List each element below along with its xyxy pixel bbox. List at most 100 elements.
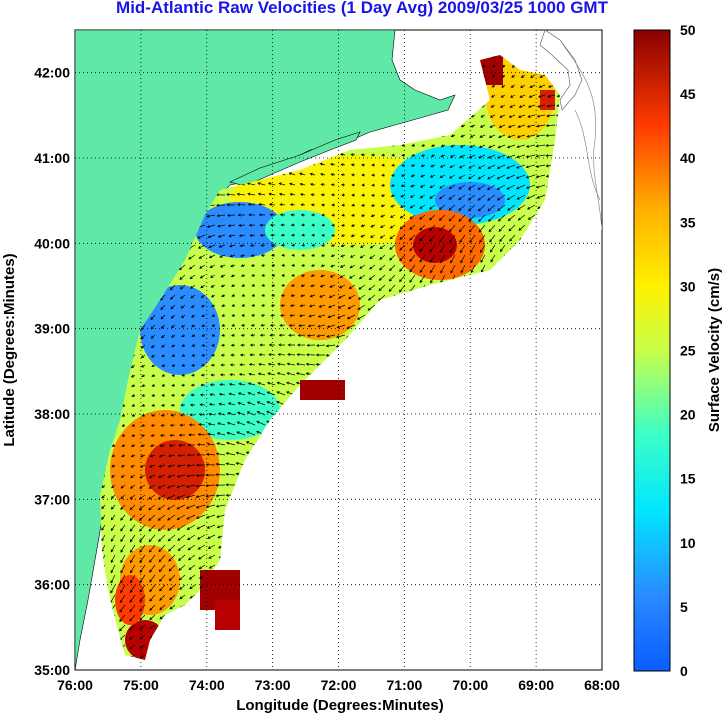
velocity-arrow xyxy=(450,254,456,264)
velocity-arrow xyxy=(527,114,536,118)
velocity-arrow xyxy=(181,373,186,377)
velocity-arrow xyxy=(350,153,356,157)
velocity-arrow xyxy=(510,84,516,88)
velocity-arrow xyxy=(206,514,216,519)
velocity-arrow xyxy=(130,464,136,468)
velocity-arrow xyxy=(160,324,166,329)
velocity-arrow xyxy=(201,363,206,367)
velocity-arrow xyxy=(197,544,206,550)
velocity-arrow xyxy=(499,234,506,243)
velocity-arrow xyxy=(516,144,526,149)
velocity-arrow xyxy=(205,484,216,488)
velocity-arrow xyxy=(129,574,136,584)
velocity-arrow xyxy=(480,254,486,263)
velocity-arrow xyxy=(448,204,456,211)
velocity-arrow xyxy=(120,554,126,564)
velocity-arrow xyxy=(188,564,196,570)
velocity-arrow xyxy=(179,584,186,590)
velocity-arrow xyxy=(188,254,196,260)
velocity-arrow xyxy=(371,153,376,157)
velocity-arrow xyxy=(139,554,146,564)
velocity-arrow xyxy=(110,494,116,499)
velocity-arrow xyxy=(170,294,176,300)
velocity-arrow xyxy=(177,464,186,468)
velocity-arrow xyxy=(360,213,366,217)
velocity-arrow xyxy=(361,203,366,207)
velocity-arrow xyxy=(351,193,356,197)
velocity-arrow xyxy=(168,544,176,552)
velocity-arrow xyxy=(110,574,116,584)
velocity-arrow xyxy=(247,192,256,196)
velocity-arrow xyxy=(178,564,186,571)
velocity-arrow xyxy=(391,173,396,177)
velocity-arrow xyxy=(409,234,416,241)
velocity-arrow xyxy=(480,264,486,273)
velocity-arrow xyxy=(150,314,156,321)
velocity-arrow xyxy=(101,494,106,499)
velocity-arrow xyxy=(419,184,426,188)
velocity-arrow xyxy=(129,594,136,603)
velocity-arrow xyxy=(248,372,256,376)
velocity-arrow xyxy=(450,134,456,138)
velocity-arrow xyxy=(535,174,546,179)
velocity-arrow xyxy=(490,254,496,263)
velocity-arrow xyxy=(536,184,546,189)
velocity-arrow xyxy=(248,213,256,217)
velocity-arrow xyxy=(479,134,486,138)
velocity-arrow xyxy=(260,313,266,317)
velocity-arrow xyxy=(506,194,516,201)
velocity-arrow xyxy=(289,203,296,207)
velocity-arrow xyxy=(189,403,196,407)
velocity-arrow xyxy=(210,294,216,298)
velocity-arrow xyxy=(388,274,396,282)
velocity-arrow xyxy=(556,104,560,108)
velocity-arrow xyxy=(410,184,416,188)
velocity-arrow xyxy=(211,314,216,317)
velocity-arrow xyxy=(151,374,156,377)
velocity-arrow xyxy=(479,234,486,243)
velocity-arrow xyxy=(270,303,276,307)
velocity-arrow xyxy=(419,274,426,284)
velocity-arrow xyxy=(399,254,406,262)
velocity-arrow xyxy=(287,353,296,357)
velocity-arrow xyxy=(409,274,416,283)
velocity-arrow xyxy=(149,594,156,602)
velocity-arrow xyxy=(151,393,156,397)
velocity-arrow xyxy=(250,253,256,257)
velocity-arrow xyxy=(301,253,306,257)
velocity-arrow xyxy=(281,253,286,257)
velocity-arrow xyxy=(200,383,206,387)
velocity-arrow xyxy=(171,334,176,338)
velocity-arrow xyxy=(256,420,266,426)
velocity-arrow xyxy=(166,504,176,510)
velocity-arrow xyxy=(201,343,206,347)
velocity-arrow xyxy=(258,362,266,366)
velocity-arrow xyxy=(129,634,136,640)
velocity-arrow xyxy=(239,353,246,357)
velocity-arrow xyxy=(370,234,376,238)
velocity-arrow xyxy=(268,192,276,196)
velocity-arrow xyxy=(187,443,196,447)
velocity-arrow xyxy=(506,184,516,190)
velocity-arrow xyxy=(179,423,186,427)
velocity-arrow xyxy=(129,644,136,650)
velocity-arrow xyxy=(357,304,366,310)
velocity-arrow xyxy=(149,564,156,573)
velocity-arrow xyxy=(249,343,256,347)
velocity-arrow xyxy=(111,484,116,489)
velocity-arrow xyxy=(195,484,206,488)
velocity-arrow xyxy=(295,372,306,376)
x-tick-label: 73:00 xyxy=(255,677,291,693)
velocity-arrow xyxy=(331,213,336,217)
y-tick-label: 37:00 xyxy=(34,491,70,507)
velocity-arrow xyxy=(460,264,466,274)
velocity-arrow xyxy=(419,224,426,231)
velocity-arrow xyxy=(508,124,516,129)
velocity-arrow xyxy=(171,373,176,377)
velocity-arrow xyxy=(449,174,456,179)
velocity-arrow xyxy=(299,172,306,176)
velocity-arrow xyxy=(400,184,406,188)
velocity-arrow xyxy=(279,313,286,317)
velocity-arrow xyxy=(249,243,256,247)
velocity-arrow xyxy=(431,144,436,147)
